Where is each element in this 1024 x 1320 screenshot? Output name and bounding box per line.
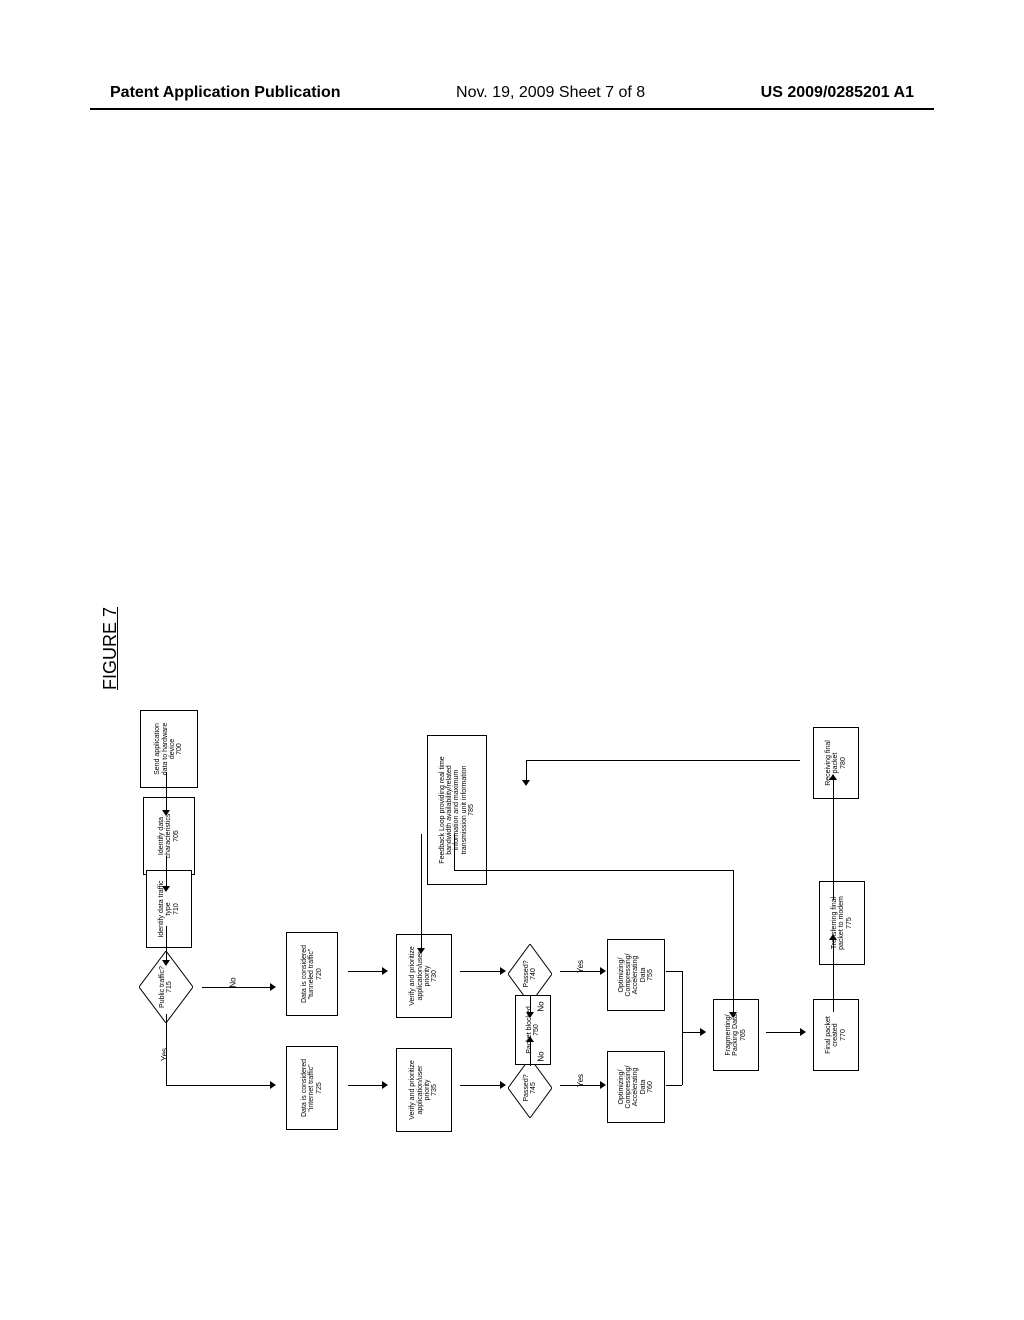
node-n775: Transferring final packet to modem 775 bbox=[819, 881, 865, 965]
edge-segment bbox=[666, 1085, 682, 1086]
arrowhead bbox=[526, 1012, 534, 1018]
node-n730: Verify and prioritize application/user p… bbox=[396, 934, 452, 1018]
edge-segment bbox=[454, 834, 455, 870]
arrowhead bbox=[829, 934, 837, 940]
header-left: Patent Application Publication bbox=[110, 84, 341, 102]
edge-segment bbox=[526, 760, 527, 780]
node-n755: Optimizing/ Compressing/ Accelerating Da… bbox=[607, 939, 665, 1011]
edge-segment bbox=[682, 1032, 683, 1085]
arrowhead bbox=[829, 774, 837, 780]
edge-segment bbox=[666, 971, 682, 972]
edge-label: Yes bbox=[576, 1074, 585, 1087]
node-n700: Send application data to hardware device… bbox=[140, 710, 198, 788]
node-n735: Verify and prioritize application/user p… bbox=[396, 1048, 452, 1132]
edge-segment bbox=[530, 996, 531, 1012]
edge-segment bbox=[460, 1085, 500, 1086]
edge-segment bbox=[833, 780, 834, 900]
arrowhead bbox=[800, 1028, 806, 1036]
arrowhead bbox=[382, 967, 388, 975]
edge-label: Yes bbox=[576, 960, 585, 973]
edge-segment bbox=[454, 870, 733, 871]
arrowhead bbox=[522, 780, 530, 786]
node-n770: Final packet created 770 bbox=[813, 999, 859, 1071]
arrowhead bbox=[162, 810, 170, 816]
edge-segment bbox=[166, 926, 167, 960]
node-n785: Feedback Loop providing real time bandwi… bbox=[427, 735, 487, 885]
arrowhead bbox=[526, 1036, 534, 1042]
arrowhead bbox=[270, 1081, 276, 1089]
edge-segment bbox=[526, 760, 800, 761]
arrowhead bbox=[162, 960, 170, 966]
arrowhead bbox=[162, 886, 170, 892]
node-n710: Identify data traffic type 710 bbox=[146, 870, 192, 948]
arrowhead bbox=[500, 967, 506, 975]
edge-segment bbox=[166, 856, 167, 886]
edge-segment bbox=[348, 1085, 382, 1086]
node-n705: Identify data characteristics 705 bbox=[143, 797, 195, 875]
edge-label: No bbox=[537, 1051, 546, 1061]
arrowhead bbox=[270, 983, 276, 991]
edge-label: No bbox=[537, 1001, 546, 1011]
edge-segment bbox=[166, 1085, 270, 1086]
node-n765: Fragmenting/ Packing Data 765 bbox=[713, 999, 759, 1071]
edge-label: Yes bbox=[160, 1048, 169, 1061]
edge-segment bbox=[166, 772, 167, 810]
arrowhead bbox=[600, 967, 606, 975]
edge-segment bbox=[833, 940, 834, 1012]
node-n745: Passed? 745 bbox=[508, 1058, 552, 1118]
edge-segment bbox=[460, 971, 500, 972]
edge-label: No bbox=[229, 977, 238, 987]
arrowhead bbox=[729, 1012, 737, 1018]
edge-segment bbox=[421, 834, 422, 948]
flowchart: Send application data to hardware device… bbox=[100, 180, 930, 1140]
node-n760: Optimizing/ Compressing/ Accelerating Da… bbox=[607, 1051, 665, 1123]
header-mid: Nov. 19, 2009 Sheet 7 of 8 bbox=[456, 84, 645, 102]
edge-segment bbox=[682, 1032, 700, 1033]
arrowhead bbox=[700, 1028, 706, 1036]
arrowhead bbox=[600, 1081, 606, 1089]
node-n780: Receiving final packet 780 bbox=[813, 727, 859, 799]
edge-segment bbox=[348, 971, 382, 972]
node-n725: Data is considered "internet traffic" 72… bbox=[286, 1046, 338, 1130]
arrowhead bbox=[500, 1081, 506, 1089]
header-rule bbox=[90, 108, 934, 110]
edge-segment bbox=[530, 1042, 531, 1066]
arrowhead bbox=[417, 948, 425, 954]
arrowhead bbox=[382, 1081, 388, 1089]
edge-segment bbox=[733, 870, 734, 1012]
header-right: US 2009/0285201 A1 bbox=[761, 84, 914, 102]
edge-segment bbox=[682, 971, 683, 1032]
edge-segment bbox=[766, 1032, 800, 1033]
node-n720: Data is considered "tunneled traffic" 72… bbox=[286, 932, 338, 1016]
